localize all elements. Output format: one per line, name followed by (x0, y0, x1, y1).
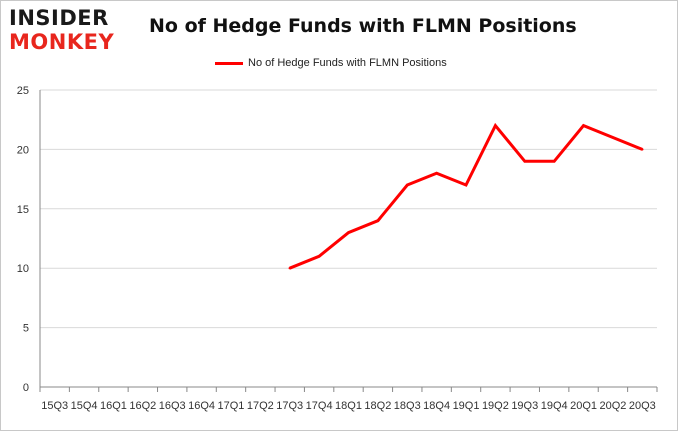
x-tick-label: 17Q1 (218, 400, 245, 412)
data-point (552, 160, 556, 163)
data-point (376, 219, 380, 222)
x-tick-label: 19Q3 (511, 400, 538, 412)
y-tick-label: 5 (23, 323, 29, 335)
x-tick-label: 16Q2 (129, 400, 156, 412)
y-tick-label: 0 (23, 382, 29, 394)
series-line (289, 122, 643, 270)
x-tick-label: 16Q1 (100, 400, 127, 412)
y-tick-label: 20 (17, 144, 29, 156)
data-point (347, 231, 350, 234)
y-tick-label: 10 (17, 263, 29, 275)
x-tick-label: 20Q2 (599, 400, 626, 412)
x-tick-label: 20Q1 (570, 400, 597, 412)
y-tick-label: 25 (17, 85, 29, 97)
data-point (523, 160, 526, 163)
y-tick-label: 15 (17, 204, 29, 216)
chart-title: No of Hedge Funds with FLMN Positions (149, 15, 577, 37)
x-tick-label: 18Q2 (364, 400, 391, 412)
data-point (611, 136, 615, 139)
data-point (582, 124, 585, 127)
x-tick-label: 18Q4 (423, 400, 450, 412)
data-point (464, 183, 468, 187)
legend-label: No of Hedge Funds with FLMN Positions (248, 57, 447, 69)
x-tick-label: 15Q4 (71, 400, 98, 412)
x-tick-label: 16Q3 (159, 400, 186, 412)
chart-legend: No of Hedge Funds with FLMN Positions (215, 55, 447, 71)
insider-monkey-logo: INSIDER MONKEY (9, 7, 129, 57)
data-point (406, 183, 409, 187)
x-tick-label: 19Q2 (482, 400, 509, 412)
x-tick-label: 16Q4 (188, 400, 215, 412)
x-tick-label: 15Q3 (41, 400, 68, 412)
data-point (641, 148, 644, 151)
data-point (288, 267, 291, 270)
x-tick-label: 19Q1 (453, 400, 480, 412)
data-point (494, 124, 497, 127)
logo-text-monkey: MONKEY (9, 30, 115, 54)
x-tick-label: 19Q4 (541, 400, 568, 412)
legend-swatch (215, 61, 243, 65)
data-point (435, 171, 438, 175)
x-tick-label: 18Q1 (335, 400, 362, 412)
data-point (317, 255, 321, 258)
x-tick-label: 17Q3 (276, 400, 303, 412)
x-tick-label: 17Q4 (306, 400, 333, 412)
x-tick-label: 17Q2 (247, 400, 274, 412)
x-tick-label: 18Q3 (394, 400, 421, 412)
x-tick-label: 20Q3 (629, 400, 656, 412)
logo-text-insider: INSIDER (9, 6, 109, 30)
